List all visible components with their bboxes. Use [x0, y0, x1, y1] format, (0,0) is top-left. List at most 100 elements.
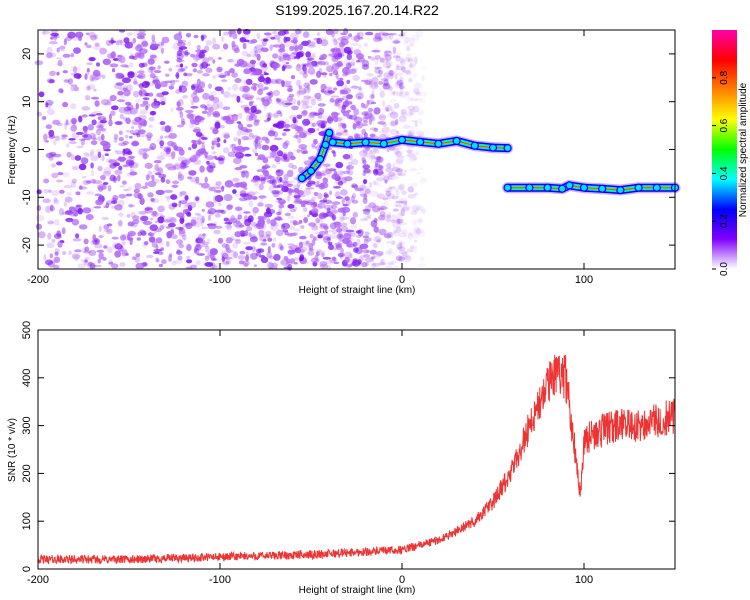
heatmap-noise-cell — [279, 177, 283, 183]
heatmap-noise-cell — [321, 252, 325, 258]
heatmap-noise-cell — [149, 142, 157, 151]
heatmap-noise-cell — [183, 52, 191, 56]
heatmap-noise-cell — [79, 186, 88, 190]
heatmap-noise-cell — [404, 36, 410, 43]
heatmap-noise-cell — [283, 80, 292, 85]
heatmap-noise-cell — [322, 177, 329, 184]
heatmap-noise-cell — [59, 189, 65, 194]
heatmap-noise-cell — [105, 39, 112, 47]
heatmap-noise-cell — [237, 255, 246, 260]
heatmap-noise-cell — [51, 189, 60, 197]
heatmap-noise-cell — [361, 64, 370, 70]
heatmap-noise-cell — [143, 153, 149, 159]
heatmap-noise-cell — [415, 30, 424, 37]
heatmap-noise-cell — [80, 138, 86, 146]
heatmap-noise-cell — [379, 133, 387, 140]
heatmap-noise-cell — [357, 229, 364, 237]
heatmap-noise-cell — [102, 182, 108, 190]
heatmap-noise-cell — [72, 34, 79, 41]
heatmap-noise-cell — [84, 256, 90, 261]
heatmap-noise-cell — [129, 135, 133, 139]
heatmap-noise-cell — [276, 169, 281, 173]
heatmap-noise-cell — [401, 66, 406, 73]
heatmap-noise-cell — [305, 51, 312, 58]
heatmap-noise-cell — [122, 140, 129, 145]
heatmap-noise-cell — [308, 156, 316, 161]
heatmap-noise-cell — [163, 135, 170, 139]
heatmap-noise-cell — [169, 217, 177, 224]
heatmap-noise-cell — [119, 113, 124, 120]
heatmap-noise-cell — [332, 247, 338, 250]
heatmap-noise-cell — [281, 222, 290, 230]
heatmap-noise-cell — [252, 148, 258, 154]
heatmap-noise-cell — [128, 62, 134, 68]
heatmap-noise-cell — [409, 231, 413, 237]
heatmap-noise-cell — [341, 197, 345, 205]
heatmap-noise-cell — [316, 180, 320, 184]
heatmap-noise-cell — [222, 132, 231, 140]
heatmap-noise-cell — [413, 192, 419, 197]
heatmap-noise-cell — [142, 241, 147, 248]
heatmap-noise-cell — [172, 180, 180, 185]
heatmap-noise-cell — [277, 199, 286, 205]
heatmap-noise-cell — [271, 243, 276, 248]
heatmap-noise-cell — [266, 112, 273, 119]
heatmap-noise-cell — [162, 219, 171, 223]
heatmap-noise-cell — [148, 66, 156, 71]
heatmap-noise-cell — [123, 89, 131, 97]
heatmap-noise-cell — [177, 156, 187, 162]
heatmap-noise-cell — [393, 148, 400, 155]
snr-y-tick-label: 200 — [21, 464, 33, 482]
heatmap-noise-cell — [271, 179, 277, 187]
heatmap-noise-cell — [363, 42, 369, 48]
heatmap-noise-cell — [89, 263, 96, 270]
heatmap-noise-cell — [187, 176, 193, 180]
heatmap-noise-cell — [49, 204, 54, 212]
heatmap-noise-cell — [226, 114, 234, 122]
heatmap-noise-cell — [151, 241, 158, 248]
heatmap-noise-cell — [221, 256, 225, 262]
heatmap-noise-cell — [90, 162, 94, 169]
heatmap-noise-cell — [286, 169, 294, 178]
heatmap-noise-cell — [118, 130, 123, 136]
heatmap-noise-cell — [379, 258, 384, 264]
heatmap-noise-cell — [369, 79, 374, 87]
heatmap-noise-cell — [303, 189, 312, 196]
heatmap-noise-cell — [234, 206, 243, 211]
heatmap-noise-cell — [382, 82, 389, 86]
heatmap-noise-cell — [301, 63, 308, 67]
heatmap-noise-cell — [209, 253, 214, 259]
heatmap-noise-cell — [400, 155, 405, 159]
heatmap-noise-cell — [331, 55, 339, 63]
heatmap-noise-cell — [387, 211, 392, 220]
heatmap-noise-cell — [391, 195, 399, 200]
heatmap-noise-cell — [126, 32, 133, 36]
heatmap-noise-cell — [261, 40, 267, 47]
heatmap-noise-cell — [280, 223, 286, 230]
heatmap-noise-cell — [73, 254, 79, 262]
heatmap-noise-cell — [357, 185, 366, 190]
heatmap-noise-cell — [307, 156, 316, 160]
heatmap-noise-cell — [224, 70, 231, 77]
heatmap-noise-cell — [97, 116, 102, 120]
heatmap-noise-cell — [138, 89, 147, 96]
heatmap-noise-cell — [369, 133, 376, 138]
heatmap-noise-cell — [190, 105, 199, 109]
heatmap-noise-cell — [233, 59, 237, 67]
heatmap-noise-cell — [52, 153, 62, 158]
heatmap-noise-cell — [67, 31, 76, 39]
heatmap-noise-cell — [406, 149, 414, 154]
heatmap-noise-cell — [395, 168, 404, 173]
heatmap-noise-cell — [116, 39, 123, 46]
heatmap-noise-cell — [303, 82, 311, 88]
colorbar-label: Normalized spectral amplitude — [738, 82, 749, 217]
heatmap-noise-cell — [232, 83, 239, 91]
heatmap-noise-cell — [405, 152, 415, 159]
heatmap-noise-cell — [362, 254, 371, 258]
heatmap-noise-cell — [366, 99, 370, 106]
heatmap-noise-cell — [309, 55, 313, 63]
heatmap-noise-cell — [195, 260, 201, 266]
heatmap-noise-cell — [164, 73, 170, 77]
heatmap-noise-cell — [397, 246, 406, 251]
heatmap-noise-cell — [155, 189, 165, 196]
